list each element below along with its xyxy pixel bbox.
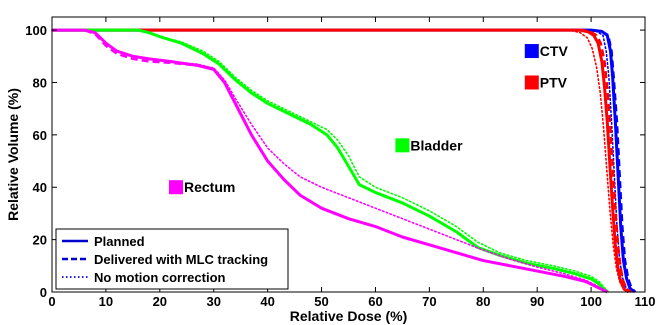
x-tick-label: 30: [206, 294, 220, 309]
x-tick-label: 110: [635, 294, 656, 309]
series-line-rectum-dotted: [51, 29, 609, 293]
y-tick-label: 40: [33, 180, 47, 195]
structure-label-layer: CTV PTV Bladder Rectum: [168, 43, 569, 195]
x-tick-label: 10: [99, 294, 113, 309]
y-tick-label: 80: [33, 75, 47, 90]
x-tick-label: 20: [153, 294, 167, 309]
y-tick-label: 0: [40, 285, 47, 300]
series-layer: [51, 28, 637, 294]
plot-frame: [51, 16, 646, 293]
series-line-ptv-dashed: [52, 28, 633, 294]
legend-label-solid: Planned: [94, 234, 145, 249]
series-line-ctv-dashed: [52, 28, 637, 293]
series-line-bladder-dashed: [52, 28, 609, 293]
series-line-rectum-dashed: [52, 28, 608, 294]
x-tick-label: 0: [48, 294, 55, 309]
axes-layer: 0 10 20 30 40 50 60 70 80 90 100 110 0 20 40 60 80 100: [25, 16, 656, 309]
legend-box: [55, 228, 289, 290]
structure-label-ptv: PTV: [540, 74, 568, 90]
structure-label-bladder: Bladder: [410, 137, 463, 153]
x-tick-label: 60: [368, 294, 382, 309]
structure-marker-ctv: [524, 44, 539, 59]
series-line-bladder-dotted: [51, 29, 610, 293]
x-tick-label: 70: [422, 294, 436, 309]
series-line-ctv-dotted: [51, 29, 631, 293]
series-line-ctv-solid: [52, 28, 636, 294]
y-tick-label: 60: [33, 128, 47, 143]
x-tick-label: 40: [260, 294, 274, 309]
x-axis-title: Relative Dose (%): [290, 308, 407, 324]
series-line-ptv-dotted: [51, 29, 630, 293]
structure-marker-rectum: [168, 180, 183, 195]
y-tick-label: 100: [25, 23, 47, 38]
series-line-ptv-solid: [52, 28, 630, 294]
x-tick-label: 80: [476, 294, 490, 309]
x-tick-label: 90: [530, 294, 544, 309]
y-axis-title: Relative Volume (%): [5, 88, 21, 221]
x-tick-label: 100: [580, 294, 602, 309]
legend-label-dashed: Delivered with MLC tracking: [94, 252, 268, 267]
legend: Planned Delivered with MLC tracking No mot…: [55, 228, 289, 290]
y-tick-label: 20: [33, 233, 47, 248]
structure-marker-bladder: [395, 138, 410, 153]
x-tick-label: 50: [314, 294, 328, 309]
structure-label-ctv: CTV: [540, 43, 569, 59]
legend-label-dotted: No motion correction: [94, 270, 226, 285]
structure-label-rectum: Rectum: [184, 179, 235, 195]
structure-marker-ptv: [524, 75, 539, 90]
